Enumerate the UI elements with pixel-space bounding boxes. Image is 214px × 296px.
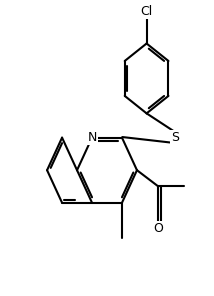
Text: O: O — [153, 222, 163, 235]
Text: Cl: Cl — [140, 5, 153, 18]
Text: S: S — [171, 131, 180, 144]
Text: N: N — [87, 131, 97, 144]
